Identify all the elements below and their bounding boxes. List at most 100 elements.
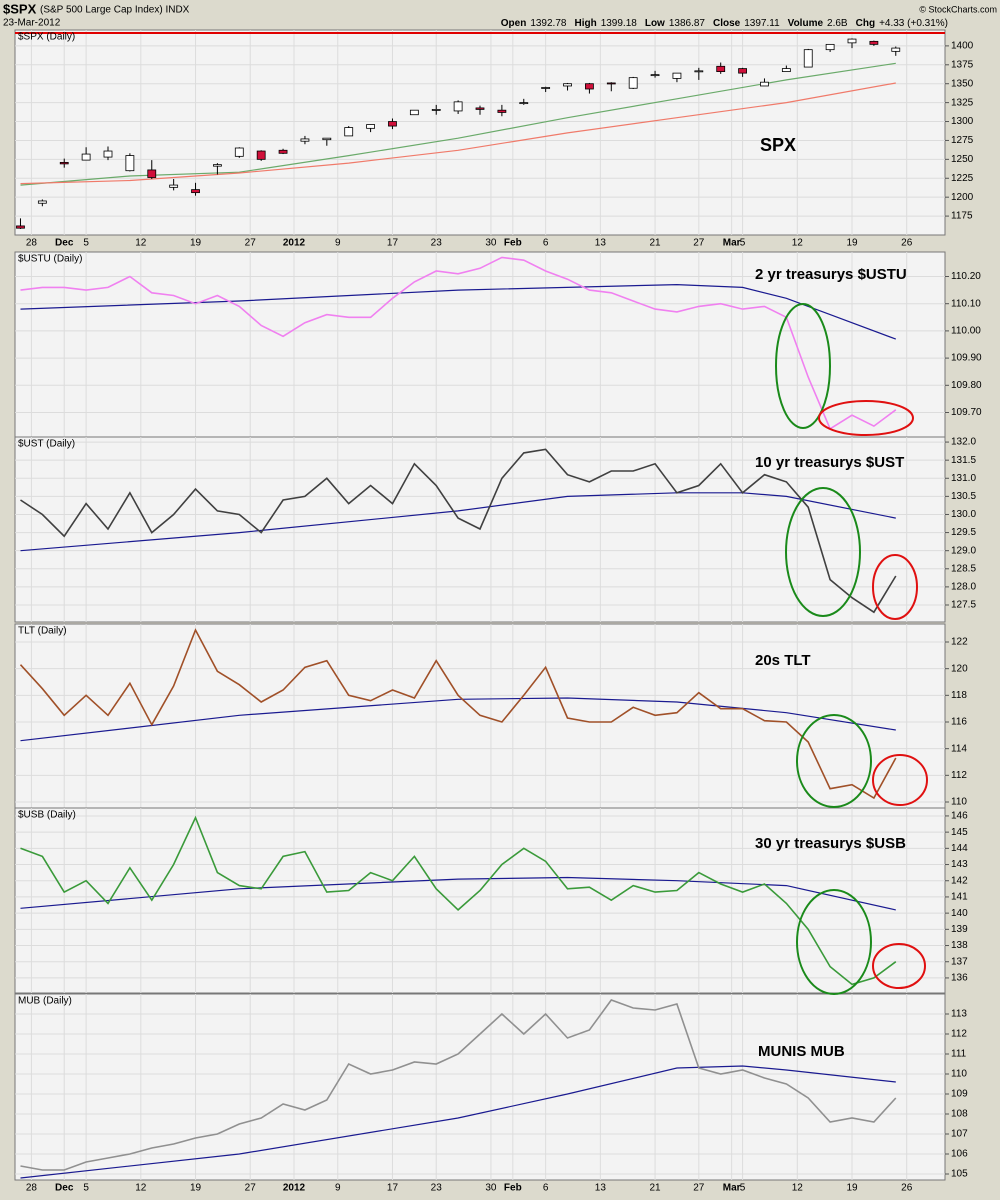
stat-label: Open xyxy=(501,18,527,29)
candle-body xyxy=(256,150,266,160)
x-tick-label: 21 xyxy=(649,238,661,249)
annotation: SPX xyxy=(760,135,796,155)
series-line xyxy=(20,82,896,185)
stat-value: 1397.11 xyxy=(744,18,780,29)
stat-value: 1392.78 xyxy=(530,18,567,29)
x-tick-label: 6 xyxy=(543,1183,549,1194)
x-tick-label: 2012 xyxy=(283,1183,306,1194)
x-tick-label: 12 xyxy=(792,1183,804,1194)
y-tick-label: 136 xyxy=(951,973,968,984)
y-tick-label: 110.00 xyxy=(951,326,981,337)
panel-title: $USTU (Daily) xyxy=(18,254,82,265)
credit: © StockCharts.com xyxy=(919,4,997,14)
y-tick-label: 109.70 xyxy=(951,407,982,418)
y-tick-label: 120 xyxy=(951,663,968,674)
x-tick-label: Mar xyxy=(723,238,741,249)
x-tick-label: 9 xyxy=(335,238,341,249)
plot-area xyxy=(14,993,946,1181)
x-tick-label: Dec xyxy=(55,238,74,249)
candle-body xyxy=(191,189,200,194)
stat-value: 1399.18 xyxy=(601,18,638,29)
y-tick-label: 109.80 xyxy=(951,380,982,391)
series-line xyxy=(19,628,897,800)
x-tick-label: 9 xyxy=(335,1183,341,1194)
x-tick-label: 12 xyxy=(792,238,804,249)
x-tick-label: Feb xyxy=(504,1183,522,1194)
candle-body xyxy=(541,87,551,89)
annotation: MUNIS MUB xyxy=(758,1043,845,1060)
y-tick-label: 131.5 xyxy=(951,455,976,466)
y-tick-label: 1375 xyxy=(951,59,974,70)
y-tick-label: 112 xyxy=(951,770,967,781)
y-tick-label: 145 xyxy=(951,827,968,838)
stat-label: Close xyxy=(713,18,741,29)
y-tick-label: 127.5 xyxy=(951,600,976,611)
candle-body xyxy=(738,68,747,74)
x-tick-label: 12 xyxy=(135,238,147,249)
y-tick-label: 130.0 xyxy=(951,509,976,520)
series-line xyxy=(20,697,896,742)
candle-body xyxy=(37,200,47,204)
candle-body xyxy=(366,124,375,129)
candle-body xyxy=(147,169,157,178)
y-tick-label: 113 xyxy=(951,1009,967,1020)
highlight-ellipse xyxy=(796,889,872,995)
y-tick-label: 112 xyxy=(951,1029,967,1040)
candle-body xyxy=(388,121,397,127)
x-tick-label: 19 xyxy=(190,238,202,249)
y-tick-label: 110 xyxy=(951,1069,967,1080)
stat-value: 2.6B xyxy=(827,18,848,29)
panel-title: $SPX (Daily) xyxy=(18,32,75,43)
panel-title: TLT (Daily) xyxy=(18,626,67,637)
candle-body xyxy=(278,149,288,154)
y-tick-label: 141 xyxy=(951,892,968,903)
x-tick-label: 28 xyxy=(26,1183,38,1194)
panel-title: MUB (Daily) xyxy=(18,996,72,1007)
x-tick-label: 26 xyxy=(901,238,913,249)
y-tick-label: 1175 xyxy=(951,211,973,222)
plot-area xyxy=(14,251,946,438)
x-tick-label: 13 xyxy=(595,238,607,249)
symbol: $SPX xyxy=(3,1,37,16)
y-tick-label: 128.5 xyxy=(951,563,976,574)
x-tick-label: 19 xyxy=(846,1183,858,1194)
x-tick-label: 5 xyxy=(740,1183,746,1194)
x-tick-label: 13 xyxy=(595,1183,607,1194)
x-tick-label: 30 xyxy=(485,1183,497,1194)
candle-body xyxy=(891,47,901,52)
candle-body xyxy=(650,74,660,77)
x-tick-label: 2012 xyxy=(283,238,306,249)
candle-body xyxy=(81,153,91,161)
y-tick-label: 106 xyxy=(951,1149,968,1160)
stat-value: +4.33 (+0.31%) xyxy=(879,18,948,29)
series-line xyxy=(20,876,896,911)
plots: 1175120012251250127513001325135013751400… xyxy=(14,29,982,1194)
highlight-ellipse xyxy=(872,754,928,806)
annotation: 30 yr treasurys $USB xyxy=(755,835,906,852)
y-tick-label: 137 xyxy=(951,956,968,967)
x-tick-label: 19 xyxy=(190,1183,202,1194)
x-tick-label: 5 xyxy=(83,238,89,249)
highlight-ellipse xyxy=(818,400,914,436)
candle-body xyxy=(563,83,572,87)
y-tick-label: 109 xyxy=(951,1089,968,1100)
y-tick-label: 1350 xyxy=(951,78,974,89)
highlight-ellipse xyxy=(785,487,861,617)
x-tick-label: 27 xyxy=(245,1183,257,1194)
stat-label: Chg xyxy=(856,18,875,29)
candle-body xyxy=(628,77,638,89)
x-tick-label: 17 xyxy=(387,238,399,249)
candle-body xyxy=(59,161,69,165)
index-name: (S&P 500 Large Cap Index) INDX xyxy=(40,5,190,16)
series-line xyxy=(20,62,896,186)
stat-label: High xyxy=(574,18,596,29)
y-tick-label: 138 xyxy=(951,940,968,951)
y-tick-label: 109.90 xyxy=(951,353,982,364)
y-tick-label: 1275 xyxy=(951,135,974,146)
series-line xyxy=(20,283,897,340)
y-tick-label: 122 xyxy=(951,637,968,648)
x-tick-label: Feb xyxy=(504,238,522,249)
candle-body xyxy=(716,65,726,73)
x-tick-label: 19 xyxy=(846,238,858,249)
y-tick-label: 128.0 xyxy=(951,582,976,593)
